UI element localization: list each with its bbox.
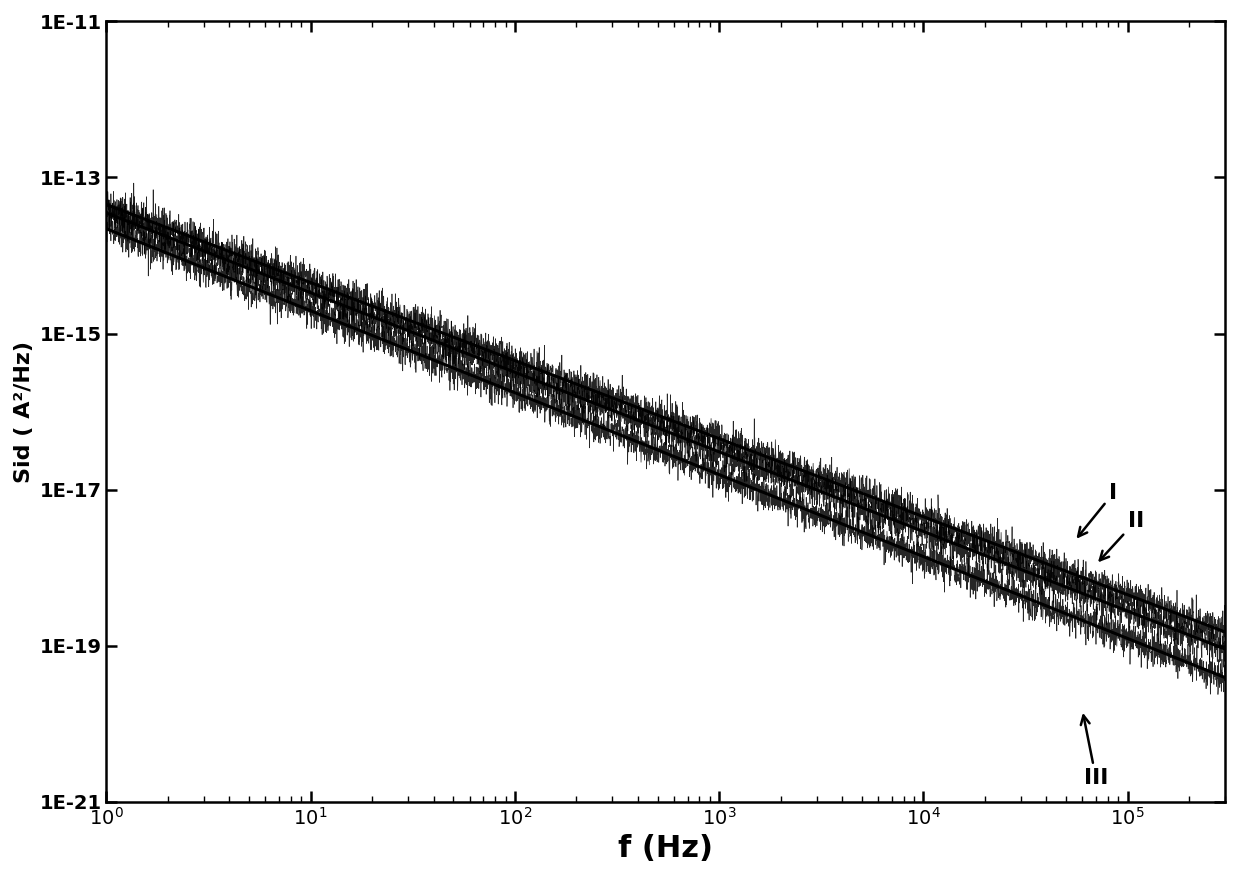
- X-axis label: f (Hz): f (Hz): [618, 834, 714, 863]
- Text: I: I: [1078, 483, 1118, 537]
- Text: III: III: [1080, 716, 1108, 788]
- Text: II: II: [1100, 510, 1145, 560]
- Y-axis label: Sid ( A²/Hz): Sid ( A²/Hz): [14, 340, 33, 482]
